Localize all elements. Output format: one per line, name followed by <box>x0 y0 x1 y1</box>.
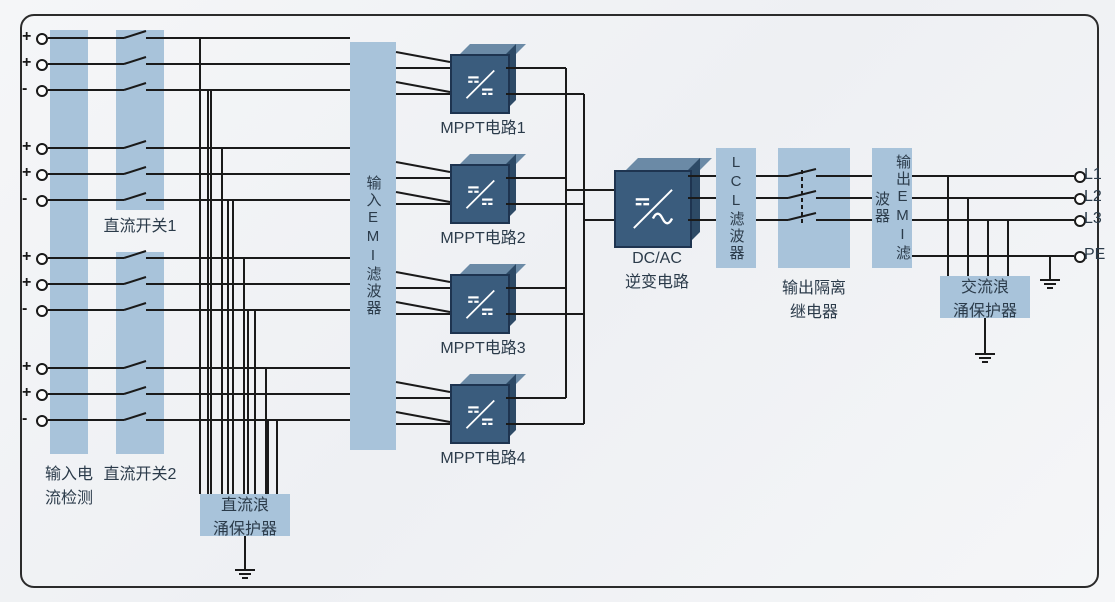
ac-surge-box: 交流浪 涌保护器 <box>940 276 1030 318</box>
output-relay-box <box>778 148 850 268</box>
mppt-block-2 <box>450 154 516 220</box>
polarity-sign: - <box>22 80 27 98</box>
ac-surge-label: 交流浪 涌保护器 <box>938 273 1032 321</box>
output-label-pe: PE <box>1084 246 1105 264</box>
dc-switch-1-label: 直流开关1 <box>90 212 190 236</box>
polarity-sign: + <box>22 138 31 156</box>
dcac-block <box>614 158 700 244</box>
input-terminal <box>36 363 48 375</box>
output-label-l3: L3 <box>1084 210 1102 228</box>
input-terminal <box>36 253 48 265</box>
polarity-sign: + <box>22 384 31 402</box>
output-label-l2: L2 <box>1084 188 1102 206</box>
input-terminal <box>36 143 48 155</box>
input-terminal <box>36 195 48 207</box>
input-terminal <box>36 169 48 181</box>
dc-switch-1-box <box>116 30 164 210</box>
input-terminal <box>36 389 48 401</box>
input-terminal <box>36 59 48 71</box>
output-emi-filter-box: 输出EMI滤波器 <box>872 148 912 268</box>
input-terminal <box>36 305 48 317</box>
input-terminal <box>36 415 48 427</box>
dc-surge-box: 直流浪 涌保护器 <box>200 494 290 536</box>
polarity-sign: - <box>22 410 27 428</box>
polarity-sign: + <box>22 274 31 292</box>
mppt-label-1: MPPT电路1 <box>430 114 536 138</box>
lcl-filter-box: LCL滤波器 <box>716 148 756 268</box>
output-relay-label: 输出隔离 继电器 <box>764 274 864 322</box>
dcac-label: DC/AC 逆变电路 <box>600 250 714 292</box>
input-terminal <box>36 85 48 97</box>
dc-switch-2-box <box>116 252 164 454</box>
polarity-sign: - <box>22 300 27 318</box>
dc-switch-2-label: 直流开关2 <box>90 460 190 484</box>
mppt-label-3: MPPT电路3 <box>430 334 536 358</box>
dc-surge-label: 直流浪 涌保护器 <box>198 491 292 539</box>
mppt-label-4: MPPT电路4 <box>430 444 536 468</box>
mppt-block-3 <box>450 264 516 330</box>
output-label-l1: L1 <box>1084 166 1102 184</box>
polarity-sign: + <box>22 54 31 72</box>
input-current-detect-box <box>50 30 88 454</box>
mppt-block-1 <box>450 44 516 110</box>
mppt-label-2: MPPT电路2 <box>430 224 536 248</box>
mppt-block-4 <box>450 374 516 440</box>
input-terminal <box>36 33 48 45</box>
output-emi-filter-label: 输出EMI滤波器 <box>871 148 913 268</box>
diagram-canvas: ++-++-++-++- 输入电 流检测 直流开关1 直流开关2 直流浪 涌保护… <box>0 0 1115 602</box>
input-emi-filter-box: 输入EMI滤波器 <box>350 42 396 450</box>
polarity-sign: + <box>22 248 31 266</box>
polarity-sign: + <box>22 28 31 46</box>
polarity-sign: - <box>22 190 27 208</box>
input-terminal <box>36 279 48 291</box>
polarity-sign: + <box>22 358 31 376</box>
lcl-filter-label: LCL滤波器 <box>726 154 747 262</box>
input-emi-filter-label: 输入EMI滤波器 <box>363 175 384 317</box>
polarity-sign: + <box>22 164 31 182</box>
